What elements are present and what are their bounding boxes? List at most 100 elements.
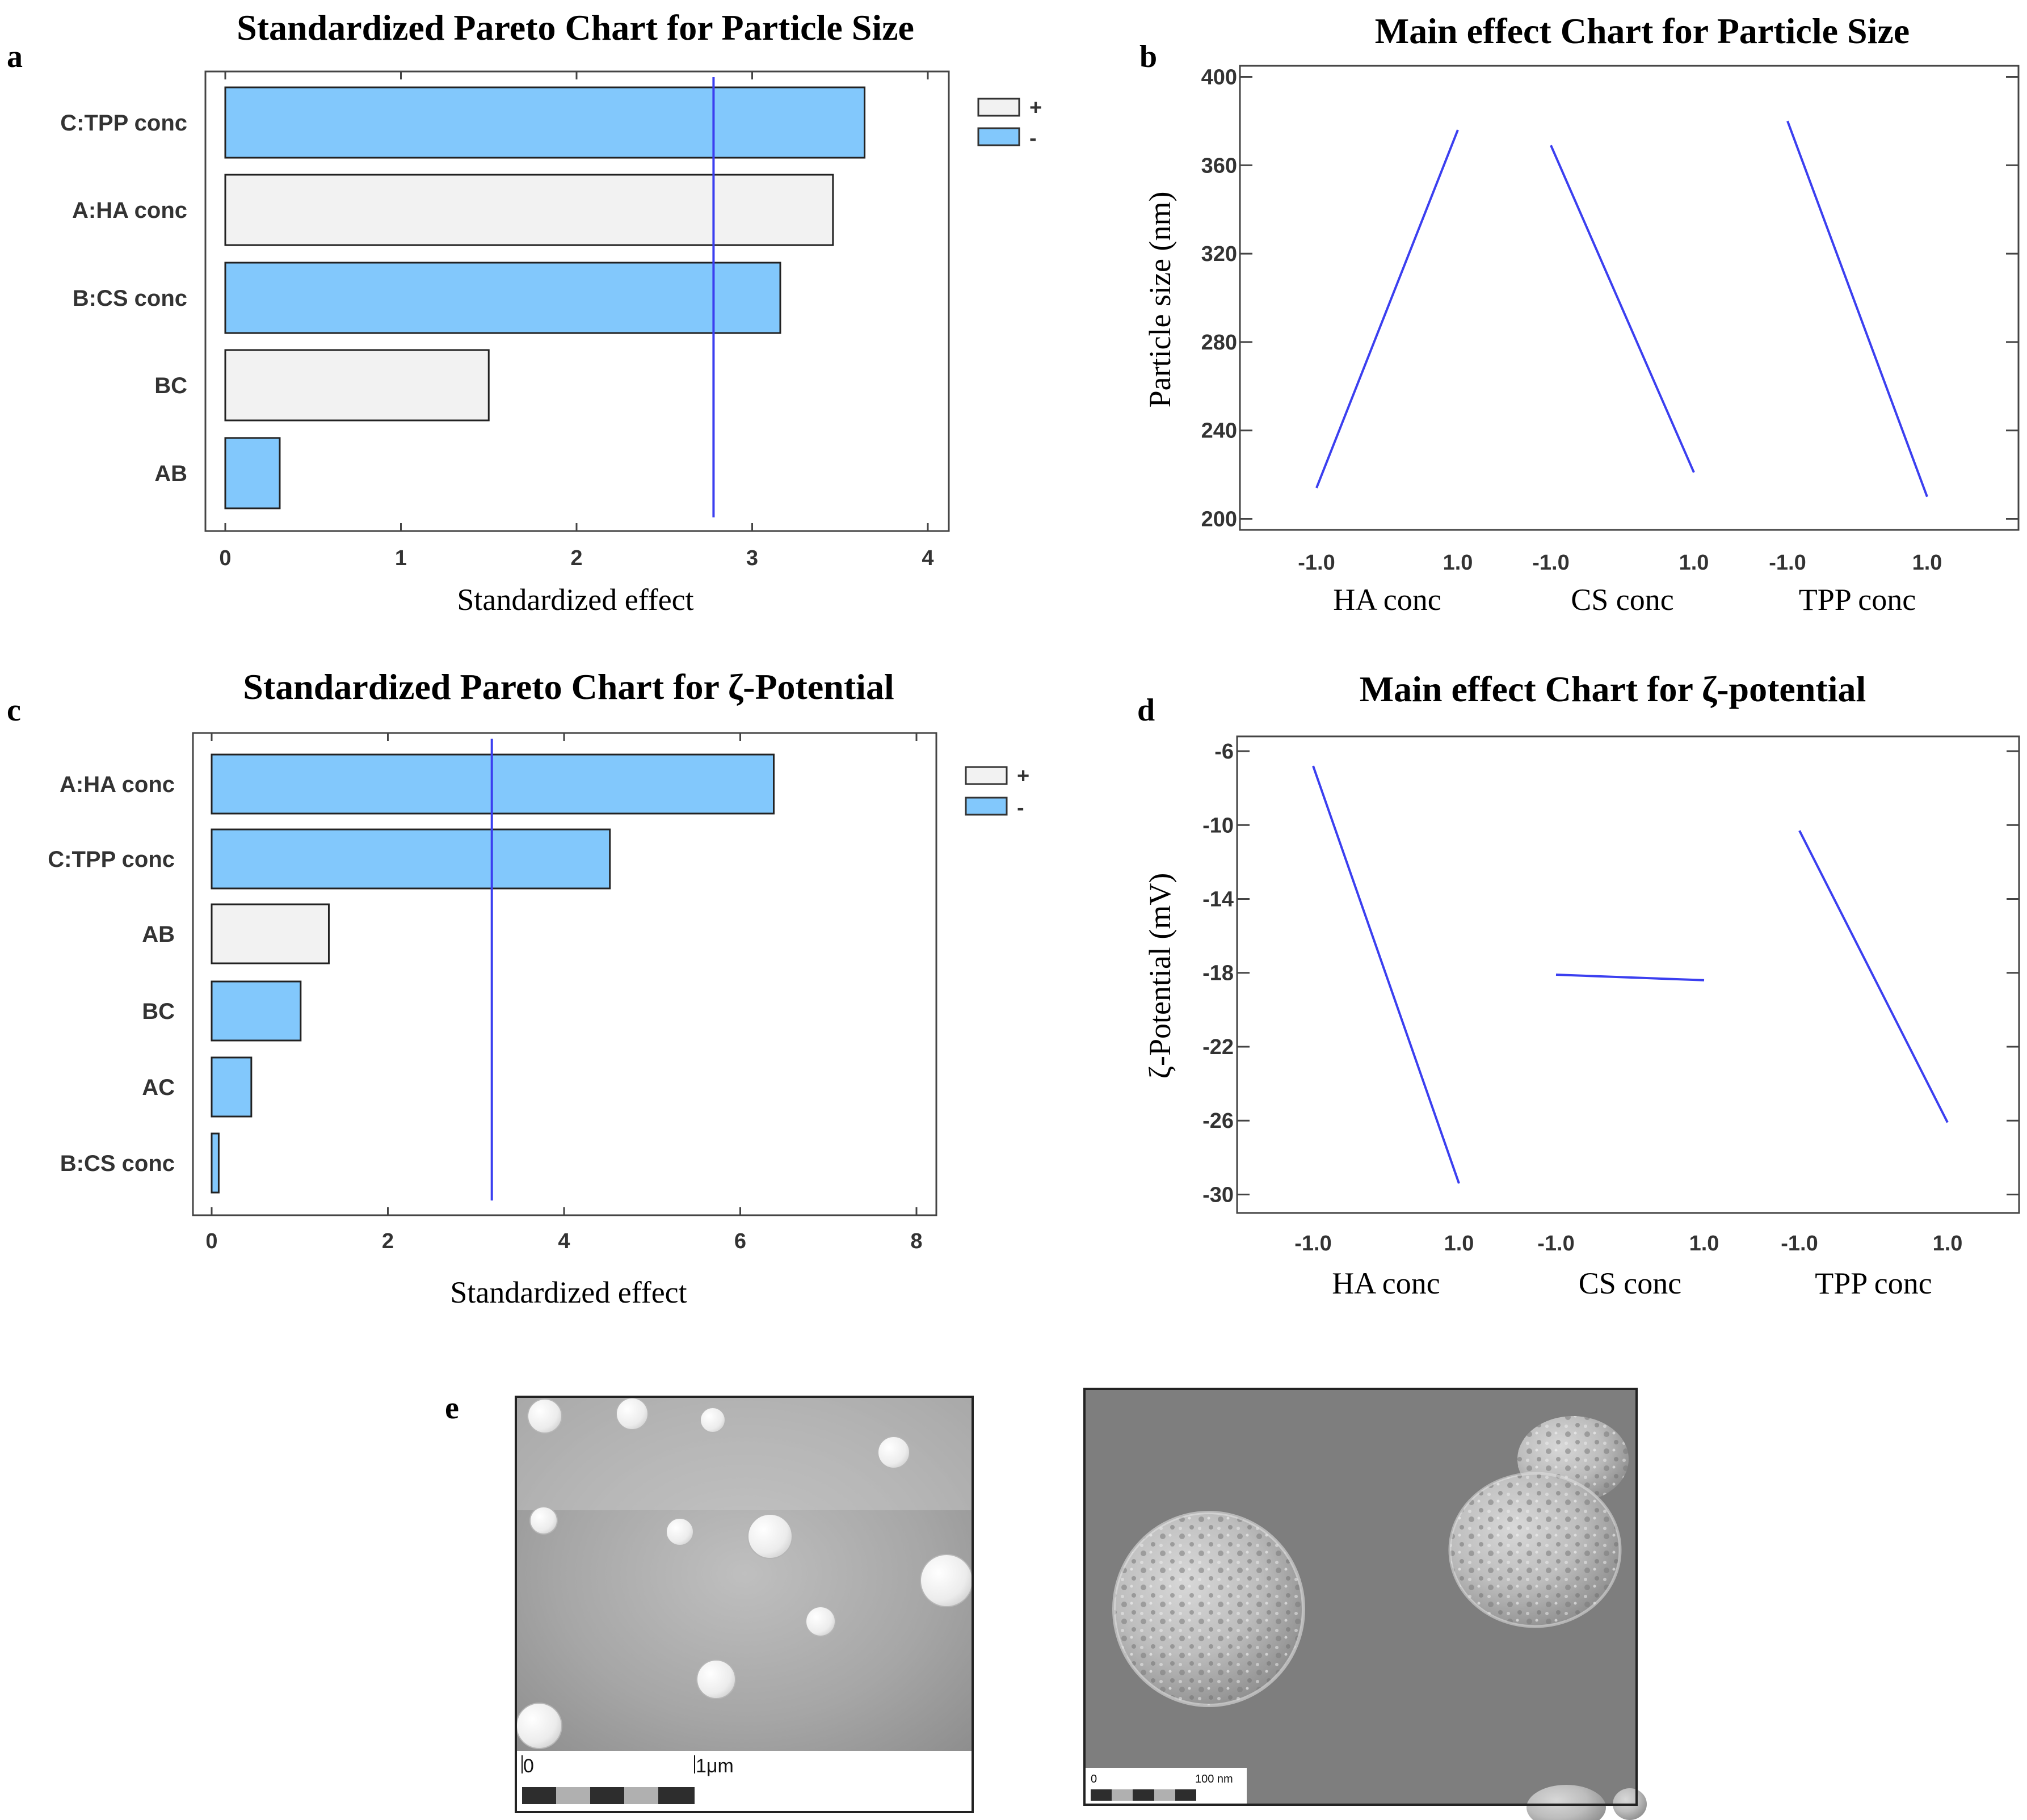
category-label: A:HA conc bbox=[72, 198, 187, 223]
legend-label-positive: + bbox=[1029, 96, 1042, 120]
x-tick-label: 8 bbox=[910, 1229, 922, 1253]
sem-scale-zero: 0 bbox=[1091, 1773, 1097, 1785]
category-label: B:CS conc bbox=[60, 1151, 175, 1176]
legend-swatch-negative bbox=[965, 797, 1008, 816]
main-effect-line-tpp-conc bbox=[1786, 120, 1928, 498]
bar-ac bbox=[211, 1056, 253, 1118]
legend-label-positive: + bbox=[1017, 764, 1029, 788]
chart-title: Standardized Pareto Chart for ζ-Potentia… bbox=[243, 667, 894, 707]
main-effect-line-ha-conc bbox=[1315, 129, 1459, 488]
category-label: AC bbox=[142, 1075, 175, 1100]
legend-swatch-positive bbox=[965, 766, 1008, 785]
factor-label: CS conc bbox=[1579, 1266, 1682, 1300]
category-label: BC bbox=[154, 373, 187, 398]
sem-particles-bottom bbox=[1526, 1785, 1647, 1820]
x-level-label-high: 1.0 bbox=[1912, 551, 1942, 575]
panel-label-e: e bbox=[445, 1391, 459, 1426]
main-effect-line-cs-conc bbox=[1550, 145, 1695, 473]
bar-b-cs-conc bbox=[211, 1132, 220, 1194]
y-tick-label: 320 bbox=[1201, 242, 1237, 266]
main-effect-line-tpp-conc bbox=[1798, 830, 1949, 1123]
sem-scale-bar bbox=[1091, 1789, 1196, 1801]
plot-frame bbox=[1239, 65, 2020, 531]
y-tick-label: -22 bbox=[1202, 1035, 1234, 1059]
factor-label: TPP conc bbox=[1815, 1266, 1932, 1300]
bar-bc bbox=[211, 980, 302, 1042]
micrographs-panel: e bbox=[445, 1388, 1647, 1820]
main-effect-chart-zeta-potential: d Main effect Chart for ζ-potential -6 -1… bbox=[1137, 669, 2020, 1300]
category-label: C:TPP conc bbox=[48, 847, 175, 872]
y-tick-label: 200 bbox=[1201, 508, 1237, 532]
bar-b-cs-conc bbox=[224, 262, 781, 334]
legend-label-negative: - bbox=[1017, 796, 1024, 820]
x-tick-label: 0 bbox=[205, 1229, 217, 1253]
category-label: C:TPP conc bbox=[60, 111, 187, 136]
x-level-label-high: 1.0 bbox=[1443, 551, 1473, 575]
pareto-chart-zeta-potential: c Standardized Pareto Chart for ζ-Potent… bbox=[7, 667, 1029, 1309]
x-axis-label: Standardized effect bbox=[450, 1275, 687, 1309]
x-level-label-low: -1.0 bbox=[1781, 1232, 1818, 1256]
factor-label: HA conc bbox=[1333, 583, 1441, 617]
x-level-label-high: 1.0 bbox=[1933, 1232, 1963, 1256]
factor-label: HA conc bbox=[1332, 1266, 1440, 1300]
panel-label-b: b bbox=[1139, 39, 1157, 74]
tem-particles bbox=[516, 1397, 973, 1749]
tem-scale-bar bbox=[522, 1787, 695, 1804]
legend-label-negative: - bbox=[1029, 127, 1037, 150]
bar-c-tpp-conc bbox=[211, 828, 611, 890]
y-tick-label: -26 bbox=[1202, 1109, 1234, 1133]
x-level-label-high: 1.0 bbox=[1689, 1232, 1719, 1256]
bar-bc bbox=[224, 349, 490, 422]
sem-particle-large bbox=[1112, 1511, 1305, 1707]
y-axis-label: Particle size (nm) bbox=[1143, 192, 1177, 408]
main-effect-line-cs-conc bbox=[1555, 974, 1705, 981]
legend: + - bbox=[965, 764, 1029, 820]
legend-swatch-positive bbox=[977, 98, 1020, 117]
x-tick-label: 4 bbox=[558, 1229, 570, 1253]
factor-label: CS conc bbox=[1571, 583, 1674, 617]
panel-label-d: d bbox=[1137, 693, 1155, 728]
category-label: AB bbox=[142, 922, 175, 947]
factor-label: TPP conc bbox=[1799, 583, 1916, 617]
x-level-label-low: -1.0 bbox=[1294, 1232, 1331, 1256]
y-tick-label: -10 bbox=[1202, 814, 1234, 837]
y-tick-label: 360 bbox=[1201, 154, 1237, 178]
legend: + - bbox=[977, 96, 1042, 150]
category-label: AB bbox=[154, 461, 187, 486]
x-level-label-high: 1.0 bbox=[1679, 551, 1709, 575]
y-tick-label: 240 bbox=[1201, 419, 1237, 443]
x-level-label-low: -1.0 bbox=[1769, 551, 1806, 575]
bar-c-tpp-conc bbox=[224, 86, 866, 159]
x-tick-label: 2 bbox=[570, 546, 582, 570]
sem-scale-value: 100 nm bbox=[1195, 1773, 1233, 1785]
tem-micrograph: 0 1μm bbox=[515, 1396, 974, 1813]
x-axis-label: Standardized effect bbox=[457, 583, 693, 617]
chart-title: Main effect Chart for ζ-potential bbox=[1360, 669, 1866, 709]
sem-micrograph: 0 100 nm bbox=[1083, 1388, 1647, 1820]
chart-title: Standardized Pareto Chart for Particle S… bbox=[237, 7, 914, 48]
panel-label-c: c bbox=[7, 693, 21, 728]
y-tick-label: 400 bbox=[1201, 65, 1237, 89]
category-label: A:HA conc bbox=[60, 772, 175, 797]
main-effect-chart-particle-size: b Main effect Chart for Particle Size 20… bbox=[1139, 11, 2020, 617]
y-tick-label: 280 bbox=[1201, 331, 1237, 355]
x-tick-label: 4 bbox=[922, 546, 933, 570]
sem-particle-right bbox=[1448, 1416, 1629, 1628]
y-tick-label: -18 bbox=[1202, 962, 1234, 985]
x-tick-label: 2 bbox=[382, 1229, 394, 1253]
x-tick-label: 1 bbox=[395, 546, 407, 570]
bar-ab bbox=[224, 437, 281, 509]
legend-swatch-negative bbox=[977, 127, 1020, 146]
plot-frame bbox=[1236, 735, 2020, 1214]
pareto-chart-particle-size: a Standardized Pareto Chart for Particle… bbox=[7, 7, 1042, 617]
x-level-label-low: -1.0 bbox=[1537, 1232, 1574, 1256]
tem-scale-zero: 0 bbox=[523, 1755, 534, 1777]
y-tick-label: -6 bbox=[1214, 740, 1234, 764]
y-tick-label: -30 bbox=[1202, 1183, 1234, 1207]
category-label: B:CS conc bbox=[73, 286, 187, 311]
tem-scale-value: 1μm bbox=[696, 1755, 734, 1777]
bar-ab bbox=[211, 903, 330, 964]
y-tick-label: -14 bbox=[1202, 888, 1234, 912]
chart-title: Main effect Chart for Particle Size bbox=[1375, 11, 1910, 51]
